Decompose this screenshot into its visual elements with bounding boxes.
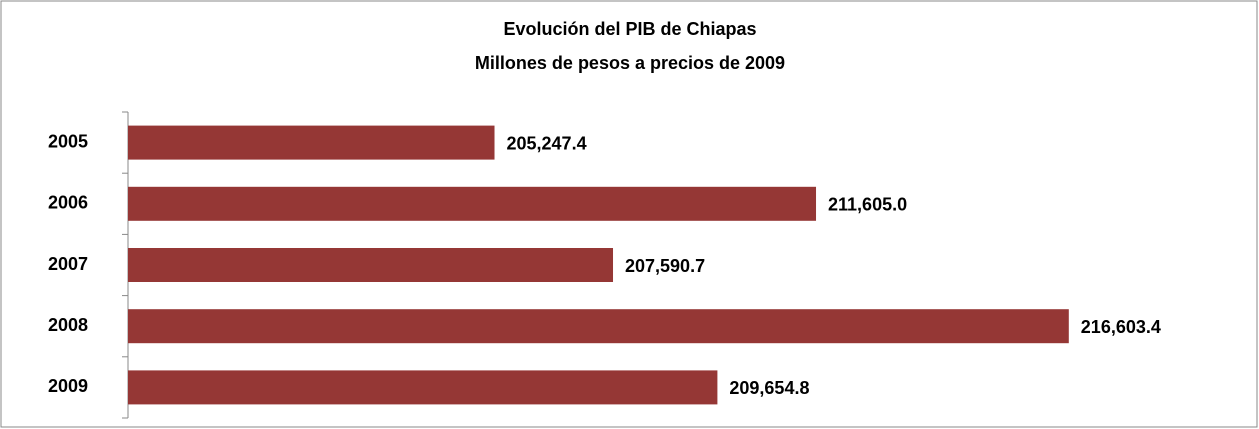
y-tick-label: 2006 bbox=[48, 193, 88, 213]
bar bbox=[128, 186, 817, 221]
chart-subtitle: Millones de pesos a precios de 2009 bbox=[475, 53, 785, 73]
bar bbox=[128, 125, 495, 160]
data-label: 205,247.4 bbox=[507, 133, 587, 153]
y-tick-label: 2005 bbox=[48, 131, 88, 151]
y-tick-label: 2007 bbox=[48, 254, 88, 274]
bar bbox=[128, 309, 1069, 344]
chart-title: Evolución del PIB de Chiapas bbox=[503, 19, 756, 39]
bar bbox=[128, 370, 718, 405]
data-label: 211,605.0 bbox=[828, 195, 907, 215]
bar bbox=[128, 248, 614, 282]
data-label: 209,654.8 bbox=[729, 378, 809, 398]
y-tick-label: 2009 bbox=[48, 376, 88, 396]
data-label: 207,590.7 bbox=[625, 256, 705, 276]
y-tick-label: 2008 bbox=[48, 315, 88, 335]
data-label: 216,603.4 bbox=[1081, 317, 1161, 337]
